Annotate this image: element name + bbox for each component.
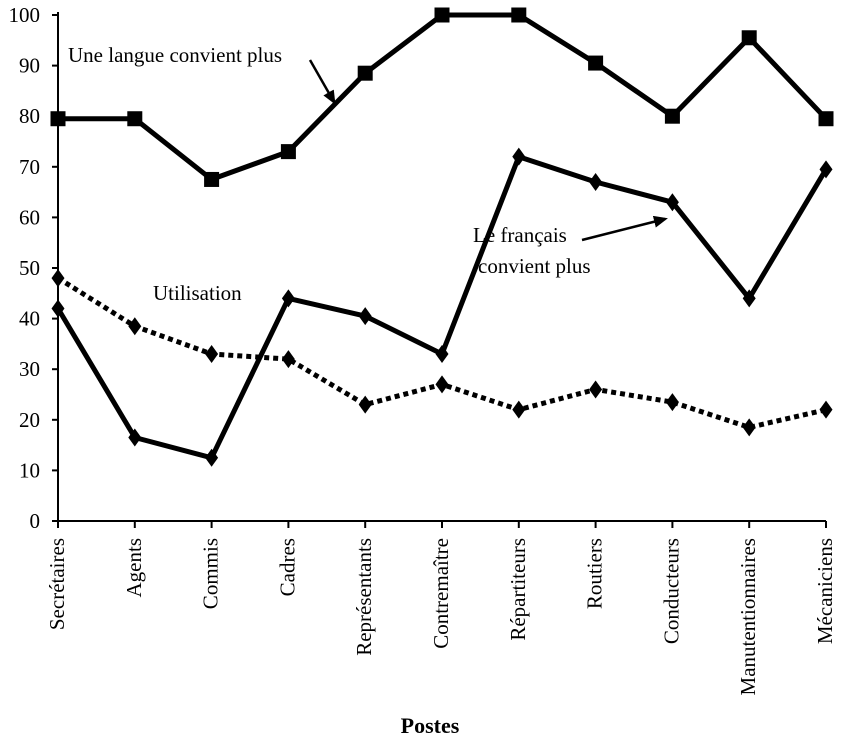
data-point-diamond: [128, 428, 142, 447]
annotation-layer: Une langue convient plus Le français con…: [68, 43, 668, 305]
x-tick-label: Cadres: [275, 538, 299, 596]
data-point-diamond: [358, 307, 372, 326]
data-point-diamond: [51, 269, 65, 288]
y-tick-label: 90: [19, 54, 40, 78]
data-point-square: [280, 144, 296, 160]
annotation-francais-line1: Le français: [473, 223, 567, 247]
series-layer: [50, 7, 834, 467]
data-point-square: [50, 111, 66, 127]
series-line-0: [58, 12, 828, 182]
x-tick-label: Commis: [199, 538, 223, 609]
y-tick-label: 30: [19, 357, 40, 381]
data-point-square: [204, 171, 220, 187]
data-point-square: [357, 65, 373, 81]
data-point-diamond: [128, 317, 142, 336]
y-tick-label: 50: [19, 256, 40, 280]
annotation-francais-line2: convient plus: [478, 254, 591, 278]
x-tick-label: Contremaître: [429, 538, 453, 649]
y-tick-label: 0: [30, 509, 41, 533]
x-axis-title: Postes: [401, 713, 460, 738]
x-tick-label: Conducteurs: [659, 538, 683, 644]
data-point-square: [588, 55, 604, 71]
data-point-diamond: [205, 345, 219, 364]
y-tick-label: 10: [19, 458, 40, 482]
x-tick-label: Agents: [122, 538, 146, 598]
data-point-square: [127, 111, 143, 127]
y-tick-label: 20: [19, 408, 40, 432]
data-point-diamond: [205, 448, 219, 467]
data-point-diamond: [819, 400, 833, 419]
data-point-diamond: [589, 172, 603, 191]
data-point-diamond: [435, 345, 449, 364]
data-point-diamond: [512, 400, 526, 419]
data-point-diamond: [281, 350, 295, 369]
data-point-diamond: [589, 380, 603, 399]
annotation-utilisation: Utilisation: [153, 281, 242, 305]
data-point-square: [664, 108, 680, 124]
y-tick-label: 70: [19, 155, 40, 179]
y-tick-label: 40: [19, 307, 40, 331]
data-point-diamond: [512, 147, 526, 166]
x-tick-label: Secrétaires: [45, 538, 69, 630]
data-point-diamond: [819, 160, 833, 179]
axes: 0 10 20 30 40 50 60 70 80 90 100 Secrétaires Agents C…: [9, 3, 838, 695]
data-point-diamond: [742, 418, 756, 437]
x-tick-label: Manutentionnaires: [736, 538, 760, 695]
data-point-diamond: [281, 289, 295, 308]
y-tick-label: 60: [19, 205, 40, 229]
annotation-une-langue: Une langue convient plus: [68, 43, 282, 67]
x-tick-label: Mécaniciens: [813, 538, 837, 644]
y-tick-label: 100: [9, 3, 41, 27]
annotation-une-langue-arrow: [308, 59, 336, 105]
data-point-diamond: [435, 375, 449, 394]
data-point-square: [741, 30, 757, 46]
data-point-square: [818, 111, 834, 127]
data-point-diamond: [51, 299, 65, 318]
data-point-diamond: [665, 193, 679, 212]
data-point-diamond: [665, 393, 679, 412]
x-tick-label: Routiers: [583, 538, 607, 609]
annotation-francais-arrow: [581, 215, 668, 242]
data-point-diamond: [358, 395, 372, 414]
data-point-square: [511, 7, 527, 23]
x-tick-label: Répartiteurs: [506, 538, 530, 641]
x-tick-label: Représentants: [352, 538, 376, 656]
data-point-square: [434, 7, 450, 23]
y-tick-label: 80: [19, 104, 40, 128]
data-point-diamond: [742, 289, 756, 308]
